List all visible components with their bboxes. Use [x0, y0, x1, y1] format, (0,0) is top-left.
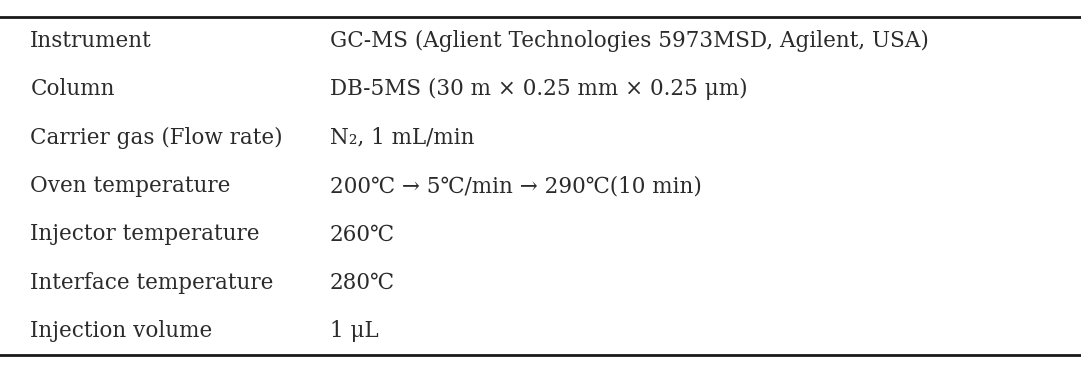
Text: 280℃: 280℃: [330, 272, 395, 294]
Text: Injection volume: Injection volume: [30, 320, 213, 342]
Text: 200℃ → 5℃/min → 290℃(10 min): 200℃ → 5℃/min → 290℃(10 min): [330, 175, 702, 197]
Text: 1 μL: 1 μL: [330, 320, 378, 342]
Text: 260℃: 260℃: [330, 223, 395, 246]
Text: Oven temperature: Oven temperature: [30, 175, 230, 197]
Text: N₂, 1 mL/min: N₂, 1 mL/min: [330, 126, 475, 149]
Text: Interface temperature: Interface temperature: [30, 272, 273, 294]
Text: Injector temperature: Injector temperature: [30, 223, 259, 246]
Text: Instrument: Instrument: [30, 30, 152, 52]
Text: GC-MS (Aglient Technologies 5973MSD, Agilent, USA): GC-MS (Aglient Technologies 5973MSD, Agi…: [330, 30, 929, 52]
Text: DB-5MS (30 m × 0.25 mm × 0.25 μm): DB-5MS (30 m × 0.25 mm × 0.25 μm): [330, 78, 747, 100]
Text: Carrier gas (Flow rate): Carrier gas (Flow rate): [30, 126, 283, 149]
Text: Column: Column: [30, 78, 115, 100]
